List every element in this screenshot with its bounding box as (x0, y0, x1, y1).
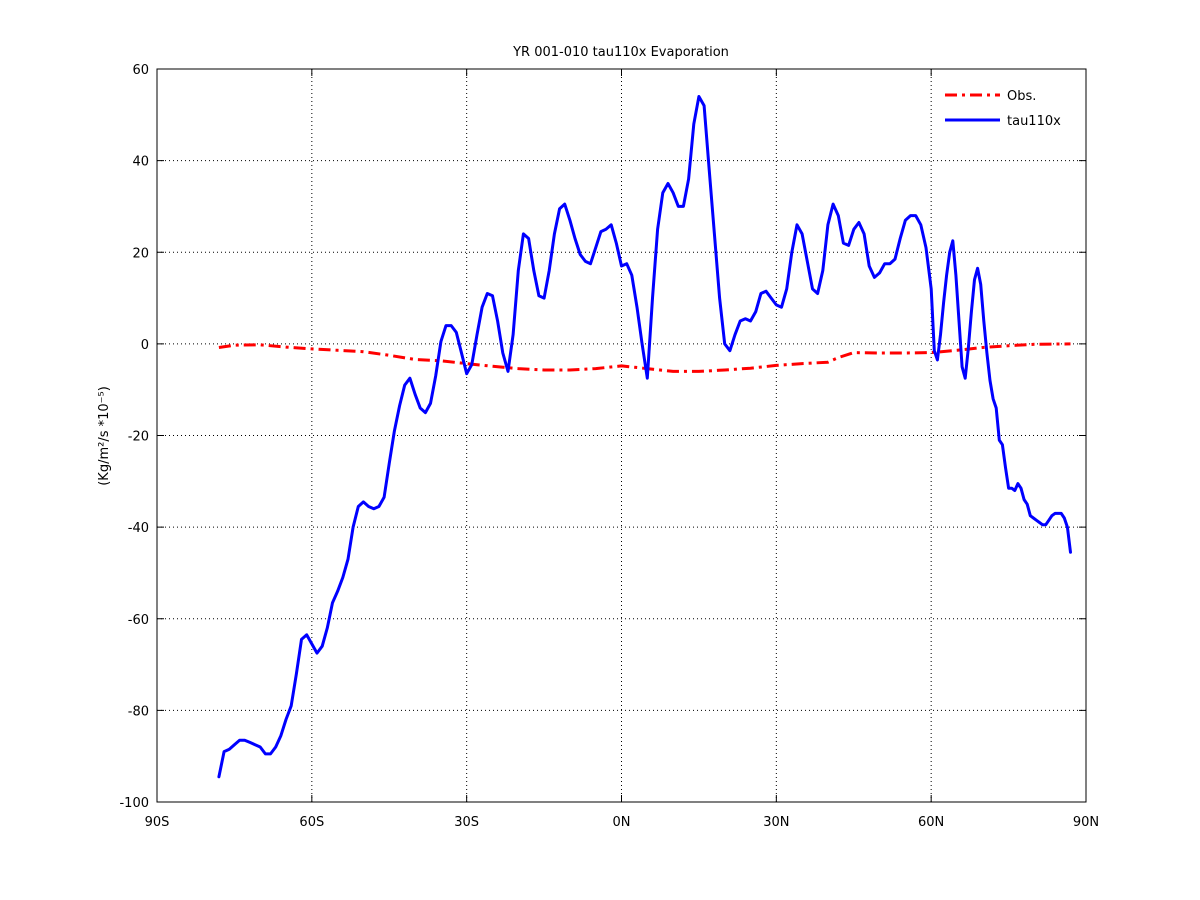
x-tick-label: 90N (1073, 815, 1099, 830)
series-layer (217, 95, 1072, 779)
y-tick-label: 0 (141, 338, 149, 353)
x-tick-label: 60N (918, 815, 944, 830)
series-line-tau110x (217, 95, 1072, 779)
y-tick-label: -60 (128, 613, 149, 628)
x-tick-label: 90S (145, 815, 170, 830)
legend: Obs. tau110x (933, 80, 1073, 136)
x-tick-label: 60S (299, 815, 324, 830)
y-tick-label: -80 (128, 704, 149, 719)
x-tick-label: 0N (613, 815, 631, 830)
x-tick-label: 30S (454, 815, 479, 830)
y-tick-label: 20 (132, 246, 149, 261)
legend-label-obs: Obs. (1007, 89, 1036, 104)
x-tick-label: 30N (763, 815, 789, 830)
y-tick-label: -100 (119, 796, 149, 811)
legend-box (933, 80, 1073, 136)
legend-label-tau110x: tau110x (1007, 114, 1061, 129)
axis-ticks: 90S 60S 30S 0N 30N 60N 90N -100 -80 -60 -40 -20 0 20 4… (119, 63, 1099, 830)
y-axis-label: (Kg/m²/s *10⁻⁵) (97, 386, 112, 486)
grid-lines (157, 69, 1086, 802)
y-tick-label: 40 (132, 155, 149, 170)
y-tick-label: 60 (132, 63, 149, 78)
chart-title: YR 001-010 tau110x Evaporation (512, 45, 729, 60)
y-tick-label: -40 (128, 521, 149, 536)
y-tick-label: -20 (128, 430, 149, 445)
